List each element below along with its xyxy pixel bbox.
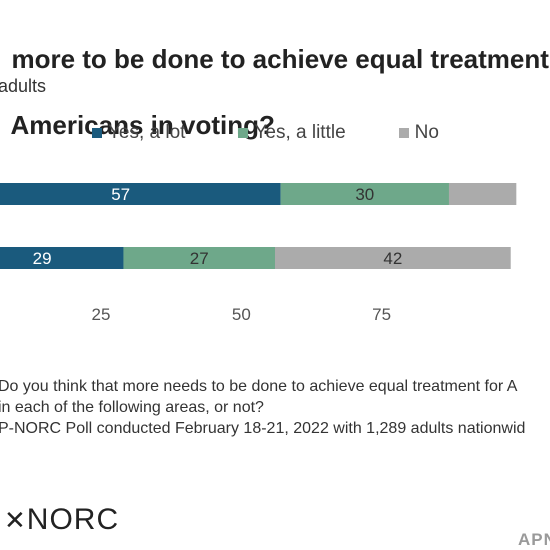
- legend-item-yes-a-little: Yes, a little: [238, 122, 346, 144]
- legend-swatch-yes-a-little: [238, 128, 249, 138]
- bar-segment: [0, 247, 124, 269]
- bar-value-label: 30: [355, 185, 374, 204]
- bar-segment: [280, 183, 449, 205]
- legend-label-no: No: [414, 122, 439, 143]
- bar-segment: [123, 247, 275, 269]
- bar-segment: [0, 183, 281, 205]
- question-text-line-1: Do you think that more needs to be done …: [0, 378, 518, 395]
- bar-value-label: 27: [190, 249, 209, 268]
- chart-title-line-2: Americans in voting?: [10, 110, 275, 140]
- x-axis-tick-label: 75: [372, 305, 391, 324]
- legend: Yes, a lot Yes, a little No: [92, 122, 492, 144]
- chart-title-line-1: more to be done to achieve equal treatme…: [11, 44, 550, 74]
- x-axis-tick-label: 25: [92, 305, 111, 324]
- bar-segment: [275, 247, 511, 269]
- ap-norc-logo-mark: ✕: [4, 505, 27, 535]
- ap-norc-logo: ✕NORC: [4, 502, 119, 538]
- legend-label-yes-a-lot: Yes, a lot: [108, 122, 186, 143]
- ap-credit-mark: APN: [518, 530, 550, 549]
- bar-segment: [448, 183, 517, 205]
- chart-title: more to be done to achieve equal treatme…: [0, 10, 550, 142]
- legend-swatch-yes-a-lot: [92, 128, 102, 138]
- question-text-line-2: in each of the following areas, or not?: [0, 399, 264, 416]
- legend-item-no: No: [398, 122, 439, 144]
- bar-value-label: 29: [33, 249, 52, 268]
- bar-value-label: 42: [383, 249, 402, 268]
- chart-subtitle: adults: [0, 76, 47, 96]
- stacked-bar-chart: 57 30 29 27 42 25 50 75: [0, 183, 517, 324]
- bar-value-label: 57: [111, 185, 130, 204]
- legend-swatch-no: [398, 128, 409, 138]
- ap-norc-logo-text: NORC: [26, 503, 120, 536]
- x-axis-tick-label: 50: [232, 305, 251, 324]
- legend-label-yes-a-little: Yes, a little: [254, 122, 346, 143]
- legend-item-yes-a-lot: Yes, a lot: [92, 122, 185, 144]
- poll-source-note: P-NORC Poll conducted February 18-21, 20…: [0, 420, 526, 437]
